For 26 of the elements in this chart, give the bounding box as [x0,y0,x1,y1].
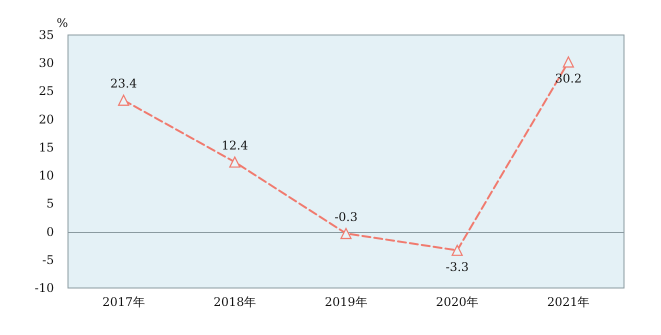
y-tick-label: 5 [46,196,54,211]
x-tick-label: 2019年 [324,295,368,309]
point [562,56,574,68]
data-label: 30.2 [555,72,582,86]
y-tick-label: 30 [38,56,54,70]
point [118,94,130,106]
x-tick-label: 2017年 [102,295,145,309]
y-axis-title: % [56,16,68,30]
point [340,228,352,240]
y-tick-label: 10 [38,168,54,183]
x-tick-label: 2021年 [547,295,590,309]
y-tick-label: 0 [46,224,54,239]
data-label: 12.4 [221,138,249,152]
y-tick-label: 15 [38,140,54,154]
y-tick-label: -10 [34,281,54,295]
y-tick-label: -5 [42,252,54,267]
x-tick-label: 2018年 [214,295,256,309]
point [229,156,240,168]
data-label: 23.4 [110,76,138,91]
y-tick-label: 20 [38,112,54,126]
data-label: -0.3 [334,210,358,224]
y-tick-label: 35 [38,28,54,42]
x-tick-label: 2020年 [436,295,478,309]
y-tick-label: 25 [38,84,54,98]
data-label: -3.3 [446,260,469,274]
point [452,244,463,256]
